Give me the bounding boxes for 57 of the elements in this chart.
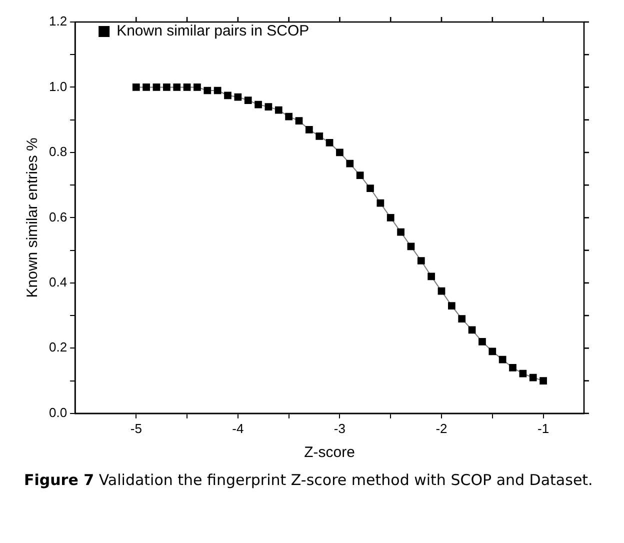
x-tick-label: -2 [436,420,448,436]
point [142,84,150,91]
point [183,84,191,91]
y-tick-label: 0.2 [48,340,68,355]
point [468,326,476,334]
point [173,84,181,91]
point [478,338,486,346]
y-tick-label: 1.2 [48,14,68,29]
point [509,364,516,372]
y-tick-label: 0.0 [48,404,68,420]
point [529,374,537,382]
point [152,84,160,91]
x-tick-label: -4 [232,420,244,436]
point [264,103,272,110]
x-axis-title: Z-score [304,444,355,462]
point [407,242,415,250]
point [448,302,456,310]
point [214,86,222,94]
point [224,92,232,100]
point [498,356,506,364]
point [336,148,344,156]
point [438,287,446,295]
point [458,315,466,322]
point [132,84,140,91]
x-tick-label: -5 [130,420,142,436]
y-tick-label: 0.8 [48,144,68,160]
point [285,112,293,120]
point [326,139,334,146]
point [386,214,394,222]
point [428,272,436,280]
point [162,84,170,91]
legend-label: Known similar pairs in SCOP [116,22,310,40]
point [540,377,547,384]
y-tick-label: 1.0 [48,78,68,94]
point [254,100,262,108]
point [244,96,252,104]
caption: Figure 7 Validation the fingerprint Z-score method with SCOP and Dataset. [24,470,594,491]
point [204,86,212,94]
point [519,370,527,378]
point [316,132,324,140]
point [376,199,384,207]
point [194,84,201,91]
y-tick-label: 0.6 [48,209,68,224]
point [397,228,404,236]
point [356,172,364,179]
x-tick-label: -3 [334,420,346,436]
point [488,348,496,356]
point [346,160,354,168]
point [417,257,425,264]
point [295,117,303,125]
y-tick-label: 0.4 [48,274,68,290]
point [366,184,374,192]
point [305,126,313,134]
x-tick-label: -1 [538,420,550,436]
y-axis-title: Known similar entries % [24,138,42,298]
point [274,106,282,114]
point [234,93,242,101]
